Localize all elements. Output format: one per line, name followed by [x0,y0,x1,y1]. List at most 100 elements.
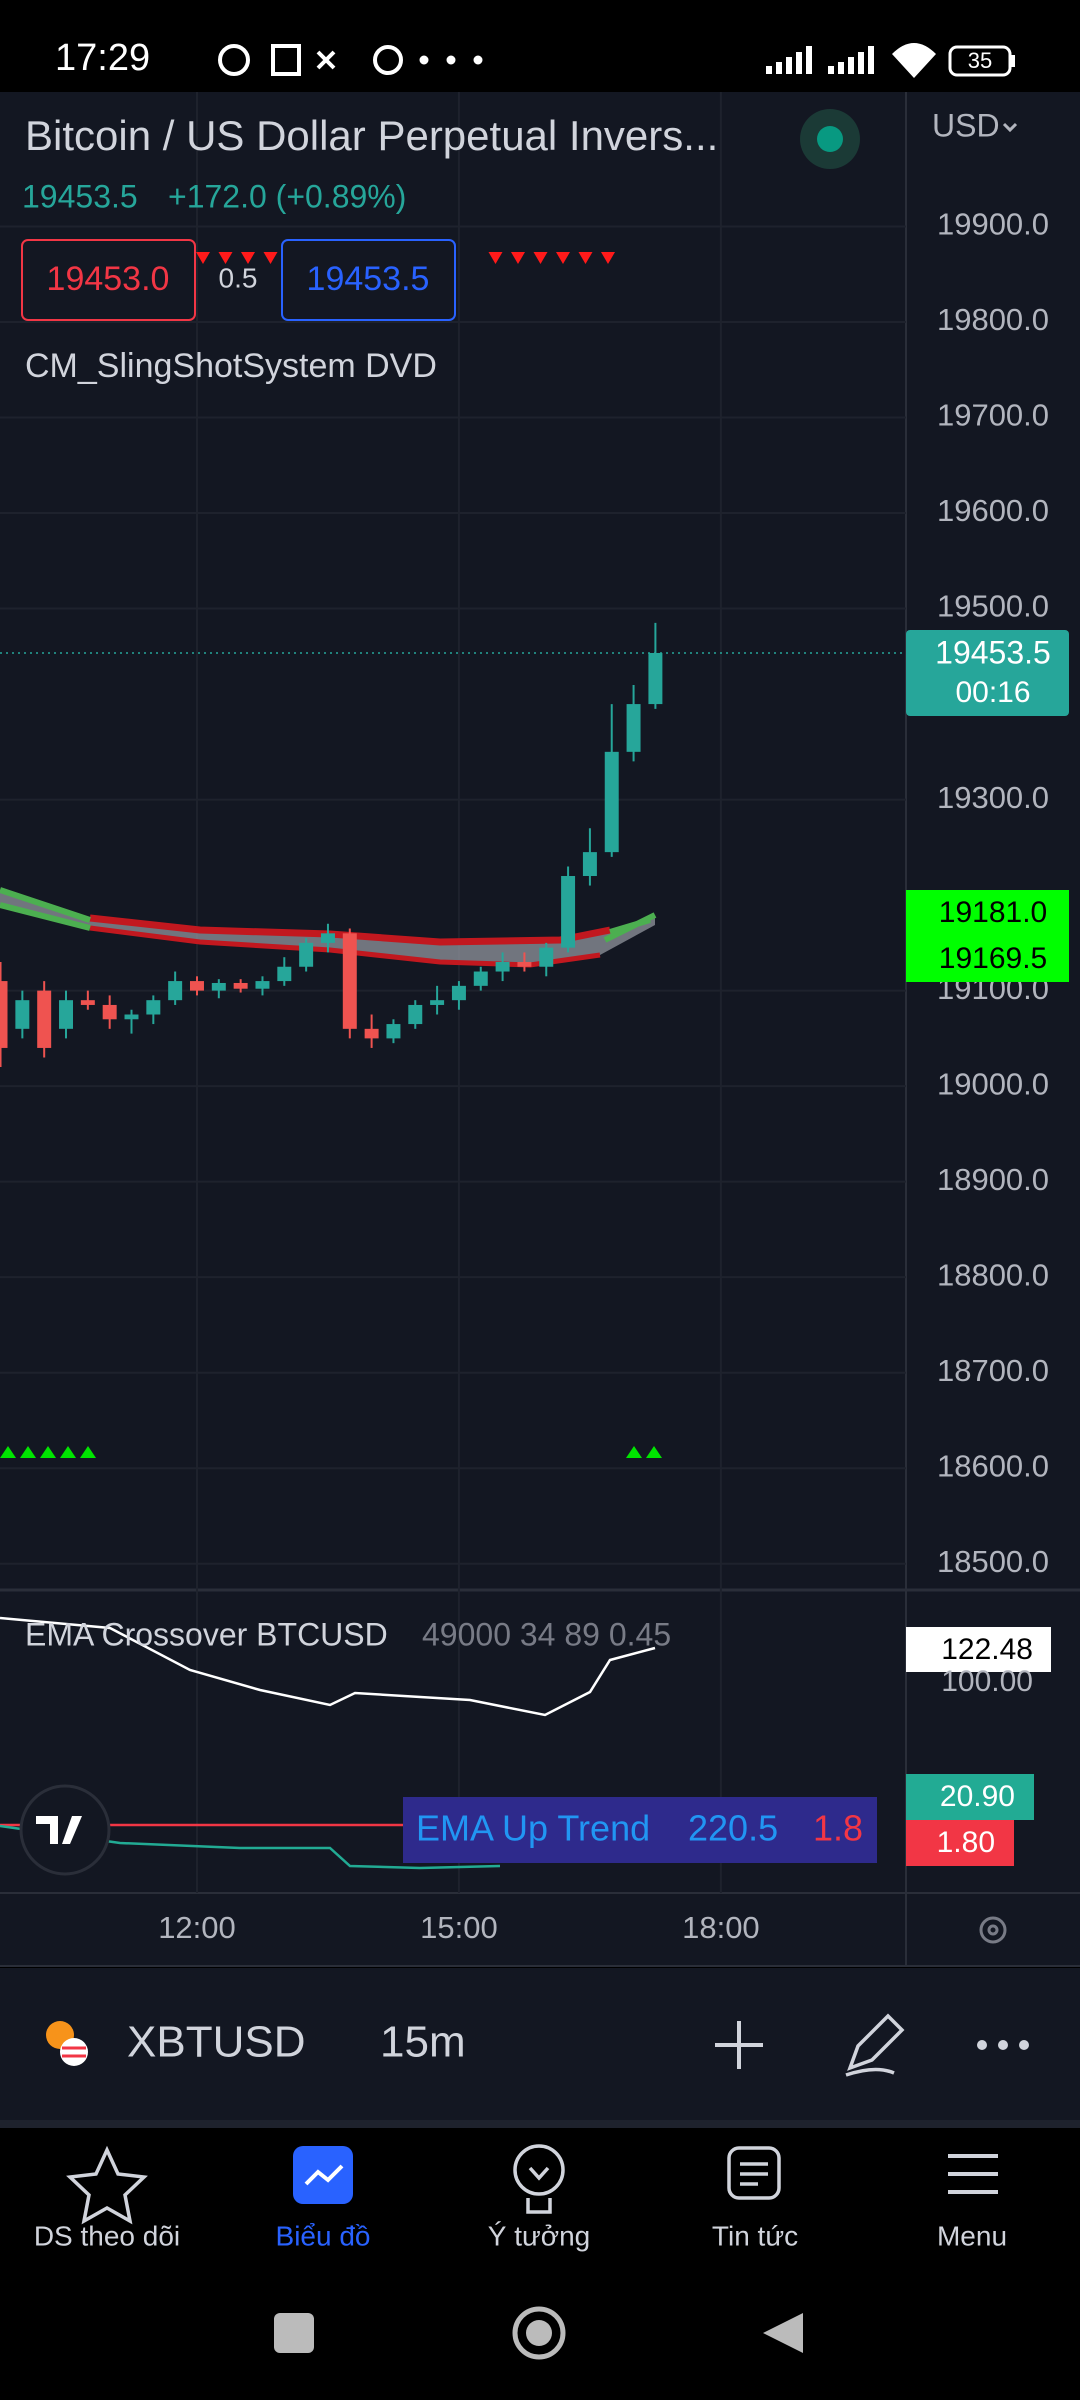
lower-label-1: 122.48 [941,1633,1033,1666]
lower-tag-4 [906,1820,1014,1866]
candle-body [342,933,357,1029]
battery-tip [1011,55,1015,67]
y-tick-label: 19800.0 [937,302,1049,337]
sell-signals [196,252,615,264]
nav-label-active[interactable]: Biểu đồ [276,2220,371,2251]
candle-body [37,990,52,1048]
sell-triangle [578,252,593,264]
sell-triangle [241,252,255,264]
buy-signals [0,1446,662,1458]
candle-body [604,751,619,853]
candle-body [0,981,8,1048]
toolbar [0,1968,1080,2120]
ema-tag-2 [906,936,1069,982]
candle-body [80,1000,95,1005]
nav-label[interactable]: Menu [937,2220,1007,2251]
buy-button[interactable] [281,239,456,321]
status-icons [218,44,483,76]
home-button[interactable] [512,2306,566,2360]
trend-text: EMA Up Trend [416,1808,650,1849]
currency[interactable]: USD [932,107,1000,143]
ask-price[interactable]: 19453.5 [307,260,430,298]
last-price-label: 19453.5 [935,634,1051,670]
candle-body [15,1000,30,1029]
candle-body [408,1004,423,1025]
x-tick-label: 18:00 [682,1910,760,1945]
y-tick-label: 19700.0 [937,398,1049,433]
y-tick-label: 19000.0 [937,1066,1049,1101]
back-button[interactable] [763,2313,803,2353]
lower-indicator-name[interactable]: EMA Crossover BTCUSD [25,1616,388,1652]
candle-body [582,852,597,877]
usd-flag-stripes [62,2046,86,2058]
draw-button[interactable] [845,2013,905,2077]
lower-tag-3 [906,1774,1034,1820]
y-tick-label: 18500.0 [937,1544,1049,1579]
sell-triangle [511,252,525,264]
news-icon[interactable] [727,2146,781,2200]
candle-body [473,971,488,986]
candle-body [495,961,510,972]
trend-ratio: 1.8 [813,1808,863,1849]
status-time: 17:29 [55,37,150,79]
recents-button[interactable] [274,2313,314,2353]
lower-label-4: 1.80 [937,1826,995,1859]
lower-label-2: 100.00 [941,1665,1033,1698]
candle-body [561,876,576,948]
lower-indicator-params: 49000 34 89 0.45 [422,1616,671,1652]
tv-logo[interactable] [19,1784,111,1876]
candle-body [124,1014,139,1020]
toolbar-symbol[interactable]: XBTUSD [127,2018,305,2067]
sell-triangle [218,252,233,264]
y-tick-label: 18700.0 [937,1353,1049,1388]
last-price-tag [906,630,1069,716]
candle-body [59,1000,73,1029]
ema-label-1: 19181.0 [939,896,1047,929]
sell-triangle [263,252,278,264]
currency-caret [1002,122,1018,133]
nav-label[interactable]: Ý tưởng [488,2220,590,2251]
battery-icon [948,45,1012,77]
nav-label[interactable]: DS theo dõi [34,2220,180,2251]
price-change: +172.0 (+0.89%) [168,178,406,214]
add-button[interactable] [715,2021,763,2069]
y-tick-label: 18900.0 [937,1162,1049,1197]
more-button[interactable] [977,2040,1029,2050]
y-tick-label: 18600.0 [937,1448,1049,1483]
sell-button[interactable] [21,239,196,321]
candle-body [430,1000,445,1005]
spread: 0.5 [219,262,258,293]
watchlist-icon[interactable] [66,2145,148,2225]
market-status-dot[interactable] [817,126,843,152]
usd-flag [60,2038,88,2066]
ema-tag-1 [906,890,1069,936]
toolbar-separator [0,2120,1080,2128]
nav-label[interactable]: Tin tức [712,2220,798,2251]
candle-body [451,985,466,1001]
candles [0,622,906,1068]
chart-icon-line [304,2164,344,2186]
chart-area [0,92,1080,1967]
candle-body [386,1024,401,1039]
settings-icon[interactable] [979,1916,1007,1944]
bid-price[interactable]: 19453.0 [47,260,170,298]
candle-body [320,933,335,943]
candle-body [626,704,641,752]
last-price: 19453.5 [22,178,138,214]
candle-body [255,981,270,989]
candle-body [517,961,532,967]
toolbar-interval[interactable]: 15m [380,2018,466,2067]
status-bar [0,0,1080,92]
trend-box [403,1797,877,1863]
x-tick-label: 15:00 [420,1910,498,1945]
candle-body [233,982,248,989]
candle-body [168,981,183,1001]
candle-body [364,1028,379,1039]
symbol-title[interactable]: Bitcoin / US Dollar Perpetual Invers... [25,112,718,159]
menu-icon[interactable] [948,2154,998,2194]
candle-body [277,966,292,982]
ideas-icon[interactable] [513,2144,565,2214]
indicator-name[interactable]: CM_SlingShotSystem DVD [25,347,437,385]
